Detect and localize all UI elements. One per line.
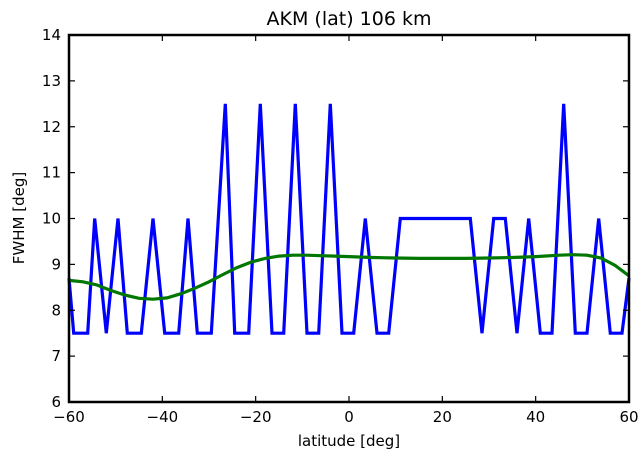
y-tick-label: 6 [51, 393, 61, 411]
y-tick-label: 14 [42, 26, 61, 44]
y-tick-label: 7 [51, 347, 61, 365]
y-axis-label: FWHM [deg] [10, 172, 28, 264]
y-tick-label: 13 [42, 72, 61, 90]
x-tick-label: 40 [526, 408, 545, 426]
y-tick-label: 11 [42, 164, 61, 182]
y-tick-label: 12 [42, 118, 61, 136]
x-tick-label: 0 [344, 408, 354, 426]
y-tick-label: 9 [51, 255, 61, 273]
series-line-1 [67, 103, 631, 335]
plot-frame [67, 33, 631, 404]
axis-ticks: −60 −40 −20 0 20 40 60 6 7 8 9 10 11 12 13 14 [42, 26, 639, 426]
x-tick-label: −60 [53, 408, 85, 426]
x-tick-label: 20 [433, 408, 452, 426]
y-tick-label: 10 [42, 210, 61, 228]
series-line-2 [68, 253, 630, 301]
y-tick-label: 8 [51, 301, 61, 319]
x-tick-label: 60 [619, 408, 638, 426]
x-axis-label: latitude [deg] [298, 432, 400, 450]
plot-series [67, 103, 631, 335]
x-tick-label: −20 [240, 408, 272, 426]
x-tick-label: −40 [147, 408, 179, 426]
chart-title: AKM (lat) 106 km [267, 8, 432, 30]
